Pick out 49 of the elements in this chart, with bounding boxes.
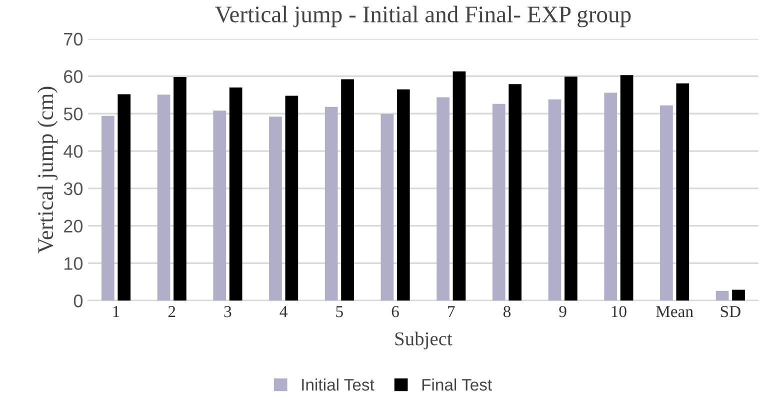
x-tick-label: 10 xyxy=(612,306,626,318)
bar xyxy=(157,94,170,301)
x-tick-label: 6 xyxy=(392,306,399,318)
bar xyxy=(620,75,634,301)
y-tick-label: 0 xyxy=(74,294,83,308)
bar xyxy=(285,96,298,301)
bar xyxy=(324,106,338,301)
x-tick-label: SD xyxy=(720,306,740,318)
y-tick-label: 70 xyxy=(64,32,83,46)
bar xyxy=(548,99,562,301)
y-tick-label: 20 xyxy=(64,220,83,233)
bar xyxy=(660,105,673,301)
bar xyxy=(492,104,506,301)
x-tick-label: 2 xyxy=(168,306,176,318)
y-tick-label: 60 xyxy=(64,70,83,83)
x-axis-title: Subject xyxy=(395,332,452,350)
y-axis-title: Vertical jump (cm) xyxy=(37,86,58,254)
x-tick-label: 1 xyxy=(113,306,120,318)
bar xyxy=(676,83,690,301)
bar xyxy=(380,114,394,301)
chart-title: Vertical jump - Initial and Final- EXP group xyxy=(215,6,631,28)
y-tick-label: 10 xyxy=(64,257,83,270)
y-tick-label: 40 xyxy=(64,144,83,158)
legend-label: Final Test xyxy=(422,378,492,391)
bar xyxy=(341,79,354,301)
x-tick-label: 4 xyxy=(280,306,288,318)
bar xyxy=(269,116,282,301)
bar xyxy=(716,290,729,301)
bar xyxy=(118,94,131,301)
bar xyxy=(174,76,186,301)
bar xyxy=(604,92,618,301)
x-tick-label: 3 xyxy=(224,306,232,318)
bar xyxy=(101,116,114,301)
y-tick-label: 30 xyxy=(64,182,83,196)
bar xyxy=(508,84,522,301)
x-tick-label: 8 xyxy=(503,306,511,318)
bar xyxy=(452,71,466,301)
bar xyxy=(396,89,410,301)
x-tick-label: 9 xyxy=(559,306,566,318)
bar xyxy=(436,97,450,301)
bar xyxy=(732,290,745,301)
y-tick-label: 50 xyxy=(64,108,83,120)
legend-label: Initial Test xyxy=(302,378,374,391)
x-tick-label: Mean xyxy=(656,306,694,318)
x-tick-label: 7 xyxy=(448,306,455,318)
bar xyxy=(564,76,578,301)
x-tick-label: 5 xyxy=(336,306,343,318)
bar xyxy=(229,87,242,301)
bar xyxy=(213,110,226,301)
